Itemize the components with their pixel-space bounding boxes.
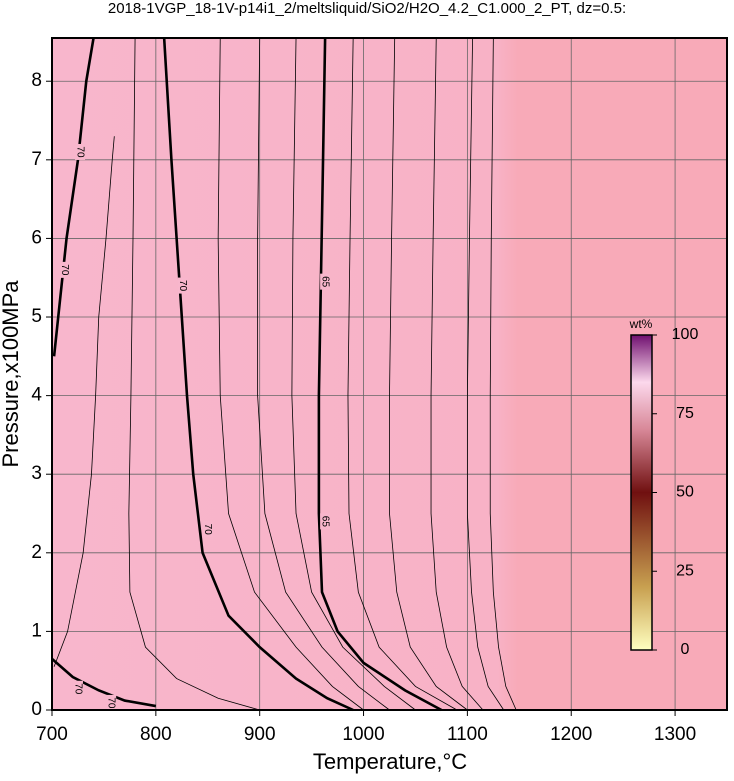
contour-label-bg <box>59 261 70 278</box>
contour-line <box>257 37 390 711</box>
x-tick-label: 700 <box>36 724 68 745</box>
contour-line <box>53 136 115 667</box>
contour-label-bg <box>106 694 117 711</box>
y-tick-label: 5 <box>31 306 42 327</box>
colorbar-tick-label: 0 <box>681 641 690 658</box>
y-tick-label: 1 <box>31 620 42 641</box>
contour-line <box>317 37 443 712</box>
x-tick-label: 1100 <box>447 724 488 745</box>
x-tick-label: 800 <box>140 724 172 745</box>
contour-line <box>430 37 484 711</box>
plot-frame <box>51 37 728 711</box>
x-tick-label: 1200 <box>550 724 592 745</box>
contour-line <box>291 37 416 711</box>
x-tick-label: 1000 <box>342 724 384 745</box>
y-tick-label: 7 <box>31 149 42 170</box>
x-tick-label: 1300 <box>654 724 696 745</box>
y-tick-label: 3 <box>31 463 42 484</box>
contour-line <box>51 657 157 708</box>
contour-label-bg <box>202 521 213 538</box>
colorbar-tick-label: 50 <box>676 484 694 501</box>
colorbar <box>630 334 653 651</box>
contour-label: 70 <box>59 264 70 276</box>
colorbar-tick-label: 25 <box>676 562 694 579</box>
chart-title: 2018-1VGP_18-1V-p14i1_2/meltsliquid/SiO2… <box>108 0 626 17</box>
contour-line <box>466 37 505 711</box>
contour-line <box>389 37 468 711</box>
colorbar-label: wt% <box>629 317 653 331</box>
y-tick-label: 4 <box>31 385 42 406</box>
contour-line <box>489 37 517 711</box>
x-tick-label: 900 <box>244 724 276 745</box>
y-tick-label: 6 <box>31 227 42 248</box>
contour-label: 70 <box>72 683 83 695</box>
contour-label: 65 <box>319 516 330 528</box>
contour-label: 70 <box>177 280 188 292</box>
x-axis-label: Temperature,°C <box>313 749 467 774</box>
y-tick-label: 0 <box>31 699 42 720</box>
contour-label: 70 <box>202 524 213 536</box>
contour-line <box>162 37 354 712</box>
contour-label: 65 <box>319 276 330 288</box>
contour-label-bg <box>72 680 83 697</box>
colorbar-tick-label: 75 <box>676 405 694 422</box>
contour-line <box>347 37 458 711</box>
contour-label-bg <box>177 277 188 294</box>
contour-label: 70 <box>74 146 85 158</box>
colorbar-tick-label: 100 <box>672 326 699 343</box>
contour-label-bg <box>320 273 331 290</box>
contour-line <box>217 37 364 711</box>
contour-label: 70 <box>106 697 117 709</box>
y-axis-label: Pressure,x100MPa <box>0 280 23 468</box>
contour-line <box>128 37 260 711</box>
y-tick-label: 2 <box>31 542 42 563</box>
contour-label-bg <box>320 513 331 530</box>
y-tick-label: 8 <box>31 70 42 91</box>
contour-line <box>52 37 95 357</box>
contour-label-bg <box>75 143 86 160</box>
